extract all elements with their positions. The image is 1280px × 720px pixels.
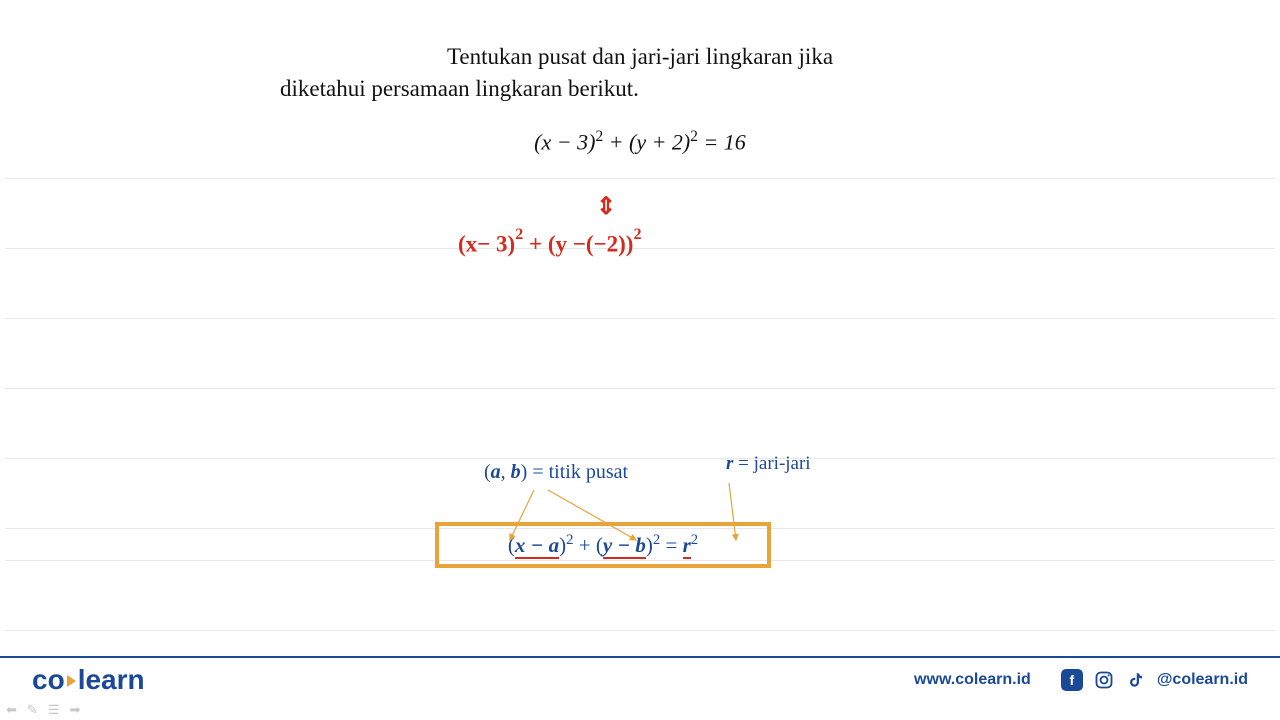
footer-right: www.colearn.id f @colearn.id (914, 669, 1248, 691)
tiktok-icon (1125, 669, 1147, 691)
footer-handle: @colearn.id (1157, 671, 1248, 689)
logo-right: learn (78, 664, 145, 695)
circle-formula: (x − a)2 + (y − b)2 = r2 (508, 532, 698, 558)
nav-forward-icon[interactable]: ➡ (69, 702, 80, 718)
updown-arrow-icon: ⇕ (596, 192, 616, 221)
rewritten-equation: (x− 3)2 + (y −(−2))2 (458, 230, 642, 258)
circle-formula-box: (x − a)2 + (y − b)2 = r2 (435, 522, 771, 568)
nav-controls[interactable]: ⬅ ✎ ☰ ➡ (6, 702, 80, 718)
given-equation: (x − 3)2 + (y + 2)2 = 16 (534, 128, 746, 155)
nav-menu-icon[interactable]: ☰ (48, 702, 60, 718)
center-label: (a, b) = titik pusat (484, 461, 628, 484)
radius-label: r = jari-jari (726, 453, 811, 475)
problem-line-1: Tentukan pusat dan jari-jari lingkaran j… (447, 44, 833, 70)
annotation-arrows (0, 0, 1280, 720)
problem-line-2: diketahui persamaan lingkaran berikut. (280, 76, 639, 102)
logo-triangle-icon (67, 675, 76, 687)
instagram-icon (1093, 669, 1115, 691)
nav-back-icon[interactable]: ⬅ (6, 702, 17, 718)
facebook-icon: f (1061, 669, 1083, 691)
footer-bar: colearn www.colearn.id f @colearn.id (0, 656, 1280, 720)
colearn-logo: colearn (32, 664, 145, 696)
slide-canvas: Tentukan pusat dan jari-jari lingkaran j… (0, 0, 1280, 720)
footer-url: www.colearn.id (914, 671, 1031, 689)
logo-left: co (32, 664, 65, 695)
nav-pen-icon[interactable]: ✎ (27, 702, 38, 718)
